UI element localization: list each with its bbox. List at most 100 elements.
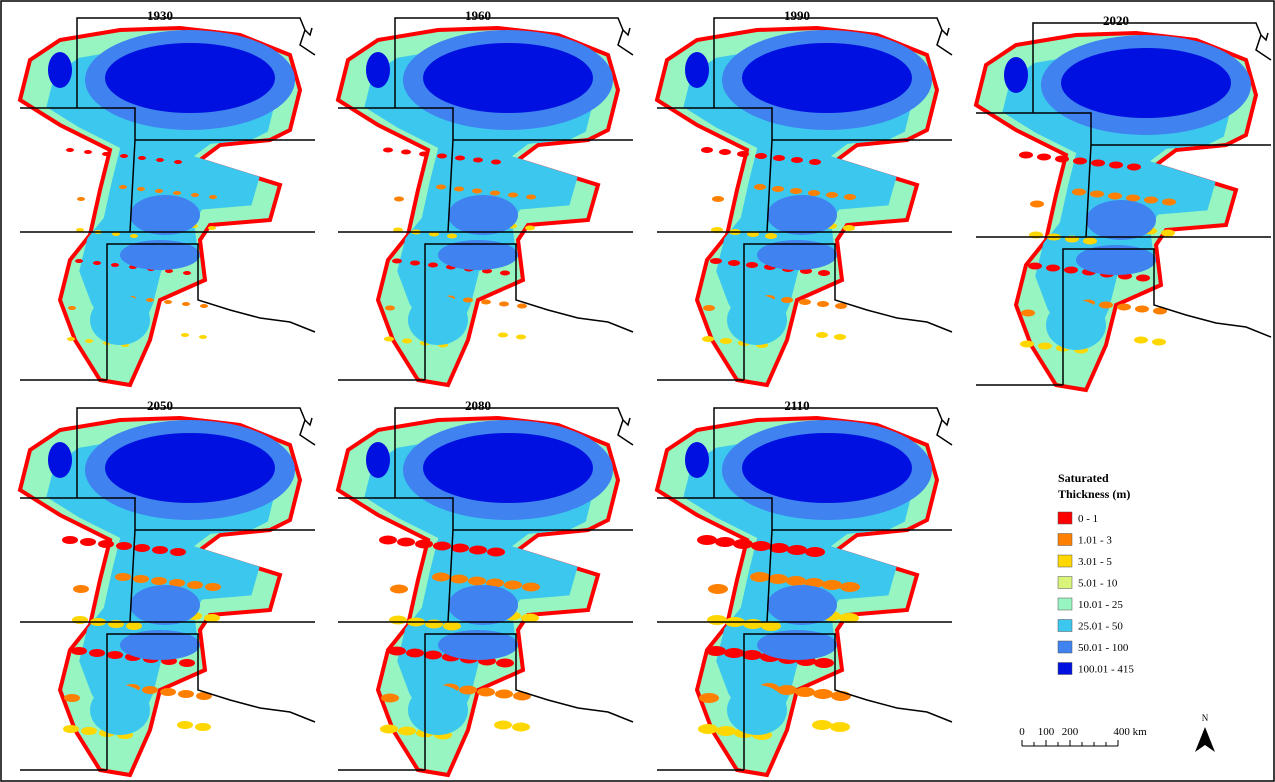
dry-patch — [1020, 340, 1034, 348]
dry-patch — [799, 299, 811, 305]
dry-patch — [425, 619, 443, 629]
dry-patch — [1021, 309, 1035, 317]
legend-swatch — [1057, 640, 1073, 654]
dry-patch — [728, 260, 740, 266]
dry-patch — [772, 186, 784, 192]
thick-zone — [438, 630, 518, 660]
dry-patch — [1046, 264, 1060, 272]
thick-zone — [727, 295, 787, 345]
dry-patch — [73, 585, 89, 593]
dry-patch — [491, 159, 501, 165]
dry-patch — [791, 157, 803, 163]
map-panel: 2110 — [655, 398, 953, 777]
dry-patch — [156, 158, 164, 162]
thick-zone — [1086, 200, 1156, 240]
dry-patch — [1073, 157, 1087, 165]
thick-zone — [742, 433, 912, 503]
dry-patch — [1019, 151, 1033, 159]
dry-patch — [1134, 336, 1148, 344]
state-boundary — [20, 407, 316, 771]
dry-patch — [63, 725, 79, 733]
dry-patch — [165, 269, 173, 273]
dry-patch — [710, 258, 722, 264]
legend-label: 0 - 1 — [1078, 513, 1098, 525]
dry-patch — [498, 332, 508, 338]
legend-label: 50.01 - 100 — [1078, 642, 1129, 654]
dry-patch — [521, 613, 539, 623]
dry-patch — [755, 153, 767, 159]
dry-patch — [1135, 305, 1149, 313]
thick-zone — [423, 433, 593, 503]
dry-patch — [768, 574, 788, 584]
thick-zone — [130, 195, 200, 235]
dry-patch — [455, 155, 465, 161]
dry-patch — [816, 332, 828, 338]
dry-patch — [516, 334, 526, 340]
dry-patch — [818, 270, 830, 276]
dry-patch — [720, 338, 732, 344]
dry-patch — [1072, 188, 1086, 196]
aquifer-map — [336, 26, 620, 387]
dry-patch — [1126, 194, 1140, 202]
dry-patch — [130, 234, 138, 238]
thick-zone — [448, 585, 518, 625]
dry-patch — [402, 338, 412, 344]
dry-patch — [508, 192, 518, 198]
dry-patch — [66, 148, 74, 152]
dry-patch — [822, 580, 842, 590]
dry-patch — [1090, 190, 1104, 198]
dry-patch — [473, 157, 483, 163]
dry-patch — [499, 301, 509, 307]
dry-patch — [179, 659, 195, 667]
dry-patch — [751, 541, 771, 551]
scale-label: 0 — [1019, 726, 1025, 738]
dry-patch — [454, 186, 464, 192]
dry-patch — [781, 297, 793, 303]
thick-zone — [727, 685, 787, 735]
dry-patch — [384, 336, 394, 342]
dry-patch — [715, 537, 735, 547]
dry-patch — [459, 685, 477, 695]
dry-patch — [436, 184, 446, 190]
dry-patch — [209, 195, 217, 199]
dry-patch — [724, 648, 744, 658]
dry-patch — [812, 720, 832, 730]
dry-patch — [1108, 192, 1122, 200]
dry-patch — [415, 539, 433, 549]
aquifer-map — [336, 416, 620, 777]
dry-patch — [513, 691, 531, 701]
dry-patch — [517, 303, 527, 309]
dry-patch — [164, 300, 172, 304]
thick-zone — [408, 295, 468, 345]
dry-patch — [697, 535, 717, 545]
legend-label: 1.01 - 3 — [1078, 535, 1112, 547]
dry-patch — [787, 545, 807, 555]
dry-patch — [383, 147, 393, 153]
dry-patch — [115, 573, 131, 581]
dry-patch — [743, 619, 763, 629]
dry-patch — [77, 197, 85, 201]
dry-patch — [500, 270, 510, 276]
dry-patch — [487, 547, 505, 557]
dry-patch — [447, 233, 457, 239]
aquifer-map — [655, 416, 939, 777]
panel-title: 1960 — [465, 8, 491, 23]
state-boundary — [20, 17, 316, 381]
dry-patch — [719, 149, 731, 155]
dry-patch — [790, 188, 802, 194]
scale-bar: 0 100 200 400 km — [1019, 726, 1147, 747]
dry-patch — [388, 646, 406, 656]
dry-patch — [746, 262, 758, 268]
thick-zone — [742, 43, 912, 113]
map-panel: 2080 — [336, 398, 634, 777]
dry-patch — [765, 233, 777, 239]
dry-patch — [817, 301, 829, 307]
dry-patch — [119, 185, 127, 189]
dry-patch — [75, 259, 83, 263]
aquifer-map — [18, 416, 302, 777]
dry-patch — [183, 271, 191, 275]
dry-patch — [1153, 307, 1167, 315]
state-boundary — [338, 17, 634, 381]
dry-patch — [379, 535, 397, 545]
